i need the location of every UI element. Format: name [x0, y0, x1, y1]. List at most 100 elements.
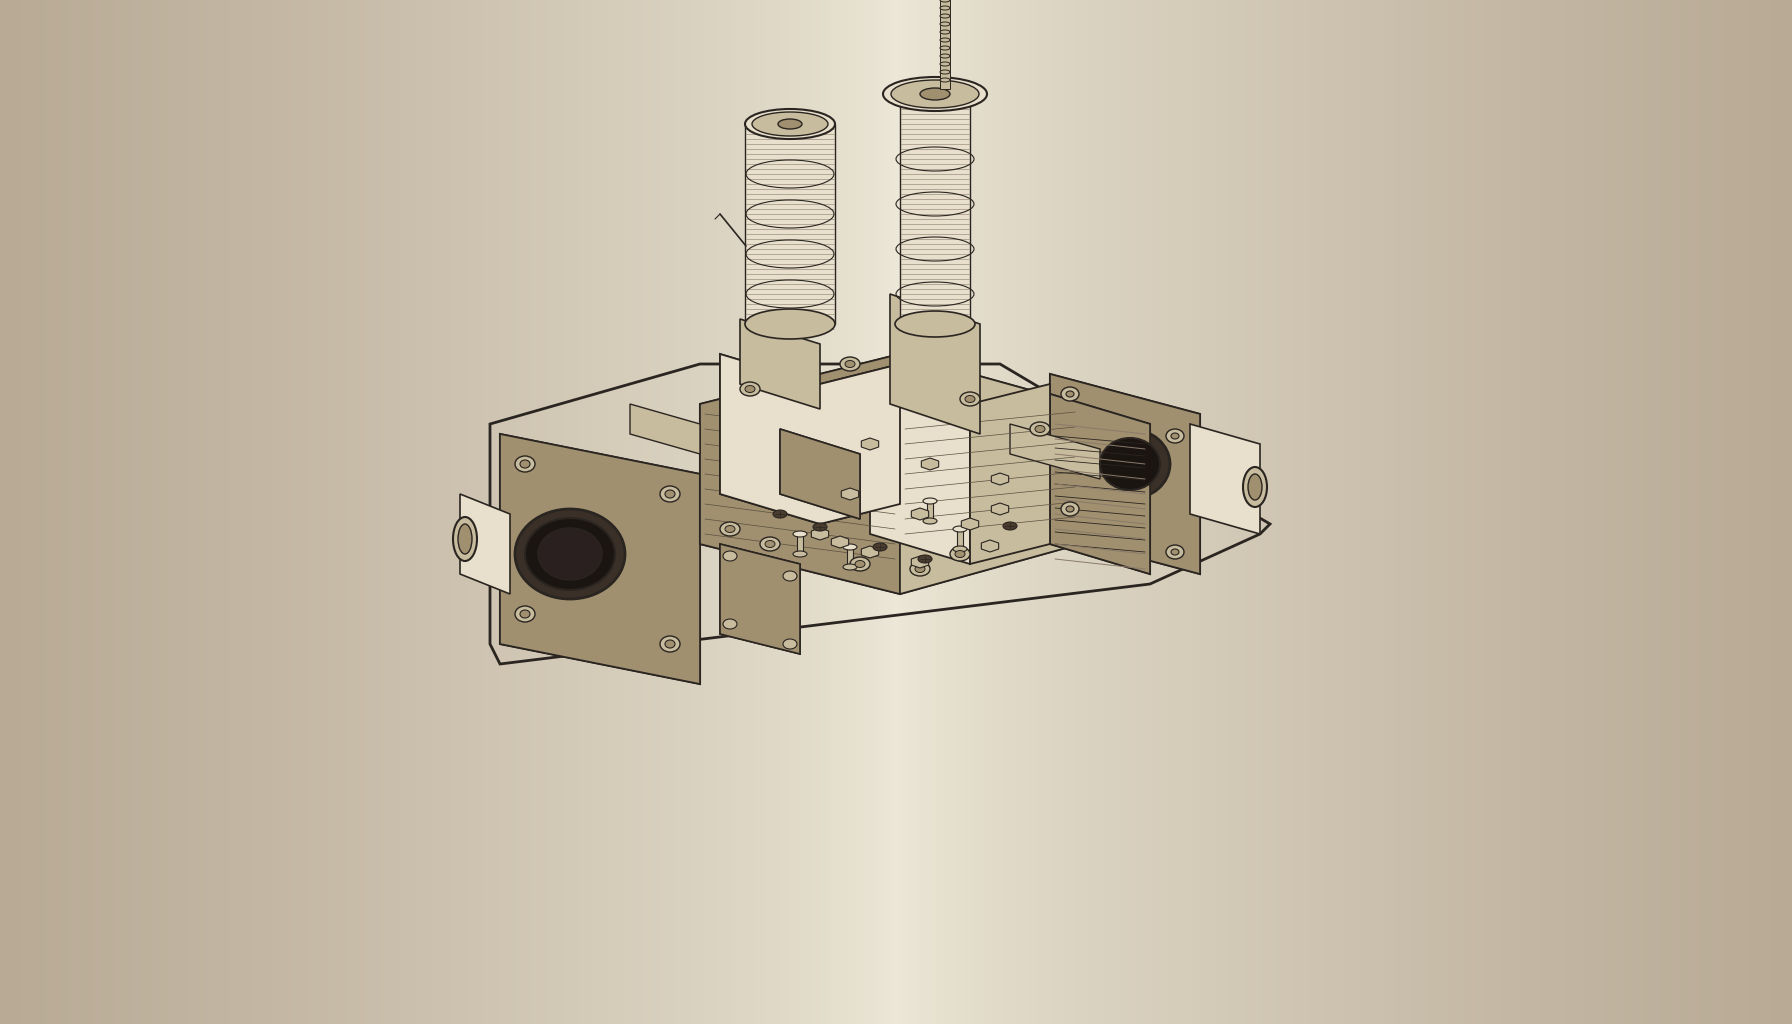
Polygon shape — [701, 354, 1081, 594]
Ellipse shape — [740, 382, 760, 396]
Ellipse shape — [745, 109, 835, 139]
Ellipse shape — [538, 528, 602, 580]
Ellipse shape — [1004, 522, 1018, 530]
Polygon shape — [921, 458, 939, 470]
Polygon shape — [900, 94, 969, 324]
Ellipse shape — [894, 311, 975, 337]
Polygon shape — [991, 503, 1009, 515]
Polygon shape — [862, 546, 878, 558]
Polygon shape — [500, 434, 701, 684]
Polygon shape — [926, 501, 934, 521]
Polygon shape — [812, 528, 828, 540]
Polygon shape — [982, 540, 998, 552]
Ellipse shape — [765, 541, 774, 548]
Polygon shape — [941, 0, 950, 89]
Ellipse shape — [1247, 474, 1262, 500]
Polygon shape — [961, 518, 978, 530]
Ellipse shape — [842, 564, 857, 570]
Ellipse shape — [840, 357, 860, 371]
Ellipse shape — [778, 119, 803, 129]
Polygon shape — [701, 354, 900, 594]
Ellipse shape — [941, 78, 950, 82]
Ellipse shape — [665, 640, 676, 648]
Ellipse shape — [726, 525, 735, 532]
Ellipse shape — [1100, 438, 1159, 490]
Ellipse shape — [855, 560, 866, 567]
Polygon shape — [500, 434, 701, 684]
Ellipse shape — [1170, 433, 1179, 439]
Ellipse shape — [1061, 502, 1079, 516]
Ellipse shape — [918, 555, 932, 563]
Polygon shape — [912, 508, 928, 520]
Ellipse shape — [745, 309, 835, 339]
Polygon shape — [969, 384, 1050, 564]
Ellipse shape — [846, 360, 855, 368]
Polygon shape — [840, 488, 858, 500]
Ellipse shape — [514, 606, 536, 622]
Ellipse shape — [794, 551, 806, 557]
Ellipse shape — [941, 14, 950, 18]
Ellipse shape — [941, 30, 950, 34]
Polygon shape — [1050, 394, 1150, 574]
Ellipse shape — [783, 571, 797, 581]
Polygon shape — [831, 484, 839, 504]
Ellipse shape — [659, 636, 679, 652]
Ellipse shape — [919, 88, 950, 100]
Polygon shape — [869, 374, 969, 564]
Polygon shape — [862, 438, 878, 450]
Ellipse shape — [941, 70, 950, 74]
Ellipse shape — [950, 547, 969, 561]
Ellipse shape — [953, 546, 968, 552]
Polygon shape — [745, 124, 835, 324]
Ellipse shape — [923, 498, 937, 504]
Ellipse shape — [1066, 506, 1073, 512]
Polygon shape — [900, 354, 1081, 594]
Polygon shape — [720, 354, 900, 524]
Ellipse shape — [772, 510, 787, 518]
Ellipse shape — [941, 22, 950, 26]
Ellipse shape — [753, 112, 828, 136]
Ellipse shape — [828, 481, 842, 487]
Ellipse shape — [745, 385, 754, 392]
Ellipse shape — [955, 551, 966, 557]
Ellipse shape — [459, 524, 471, 554]
Ellipse shape — [916, 565, 925, 572]
Ellipse shape — [941, 46, 950, 50]
Ellipse shape — [941, 54, 950, 58]
Polygon shape — [891, 294, 980, 434]
Ellipse shape — [1170, 549, 1179, 555]
Ellipse shape — [722, 551, 737, 561]
Polygon shape — [1011, 424, 1100, 479]
Ellipse shape — [760, 537, 780, 551]
Polygon shape — [1050, 394, 1150, 574]
Polygon shape — [848, 547, 853, 567]
Ellipse shape — [520, 610, 530, 618]
Polygon shape — [631, 404, 701, 454]
Polygon shape — [780, 429, 860, 519]
Ellipse shape — [1066, 391, 1073, 397]
Ellipse shape — [910, 562, 930, 575]
Polygon shape — [821, 364, 900, 524]
Ellipse shape — [961, 392, 980, 406]
Ellipse shape — [1167, 545, 1185, 559]
Ellipse shape — [941, 6, 950, 10]
Ellipse shape — [1030, 422, 1050, 436]
Ellipse shape — [883, 77, 987, 111]
Polygon shape — [831, 536, 849, 548]
Ellipse shape — [1167, 429, 1185, 443]
Ellipse shape — [891, 80, 978, 108]
Polygon shape — [957, 529, 962, 549]
Ellipse shape — [659, 486, 679, 502]
Ellipse shape — [783, 639, 797, 649]
Polygon shape — [1190, 424, 1260, 534]
Ellipse shape — [514, 456, 536, 472]
Ellipse shape — [923, 518, 937, 524]
Ellipse shape — [941, 62, 950, 66]
Polygon shape — [797, 534, 803, 554]
Ellipse shape — [453, 517, 477, 561]
Ellipse shape — [794, 531, 806, 537]
Ellipse shape — [1090, 429, 1170, 499]
Polygon shape — [461, 494, 511, 594]
Ellipse shape — [722, 618, 737, 629]
Ellipse shape — [953, 526, 968, 532]
